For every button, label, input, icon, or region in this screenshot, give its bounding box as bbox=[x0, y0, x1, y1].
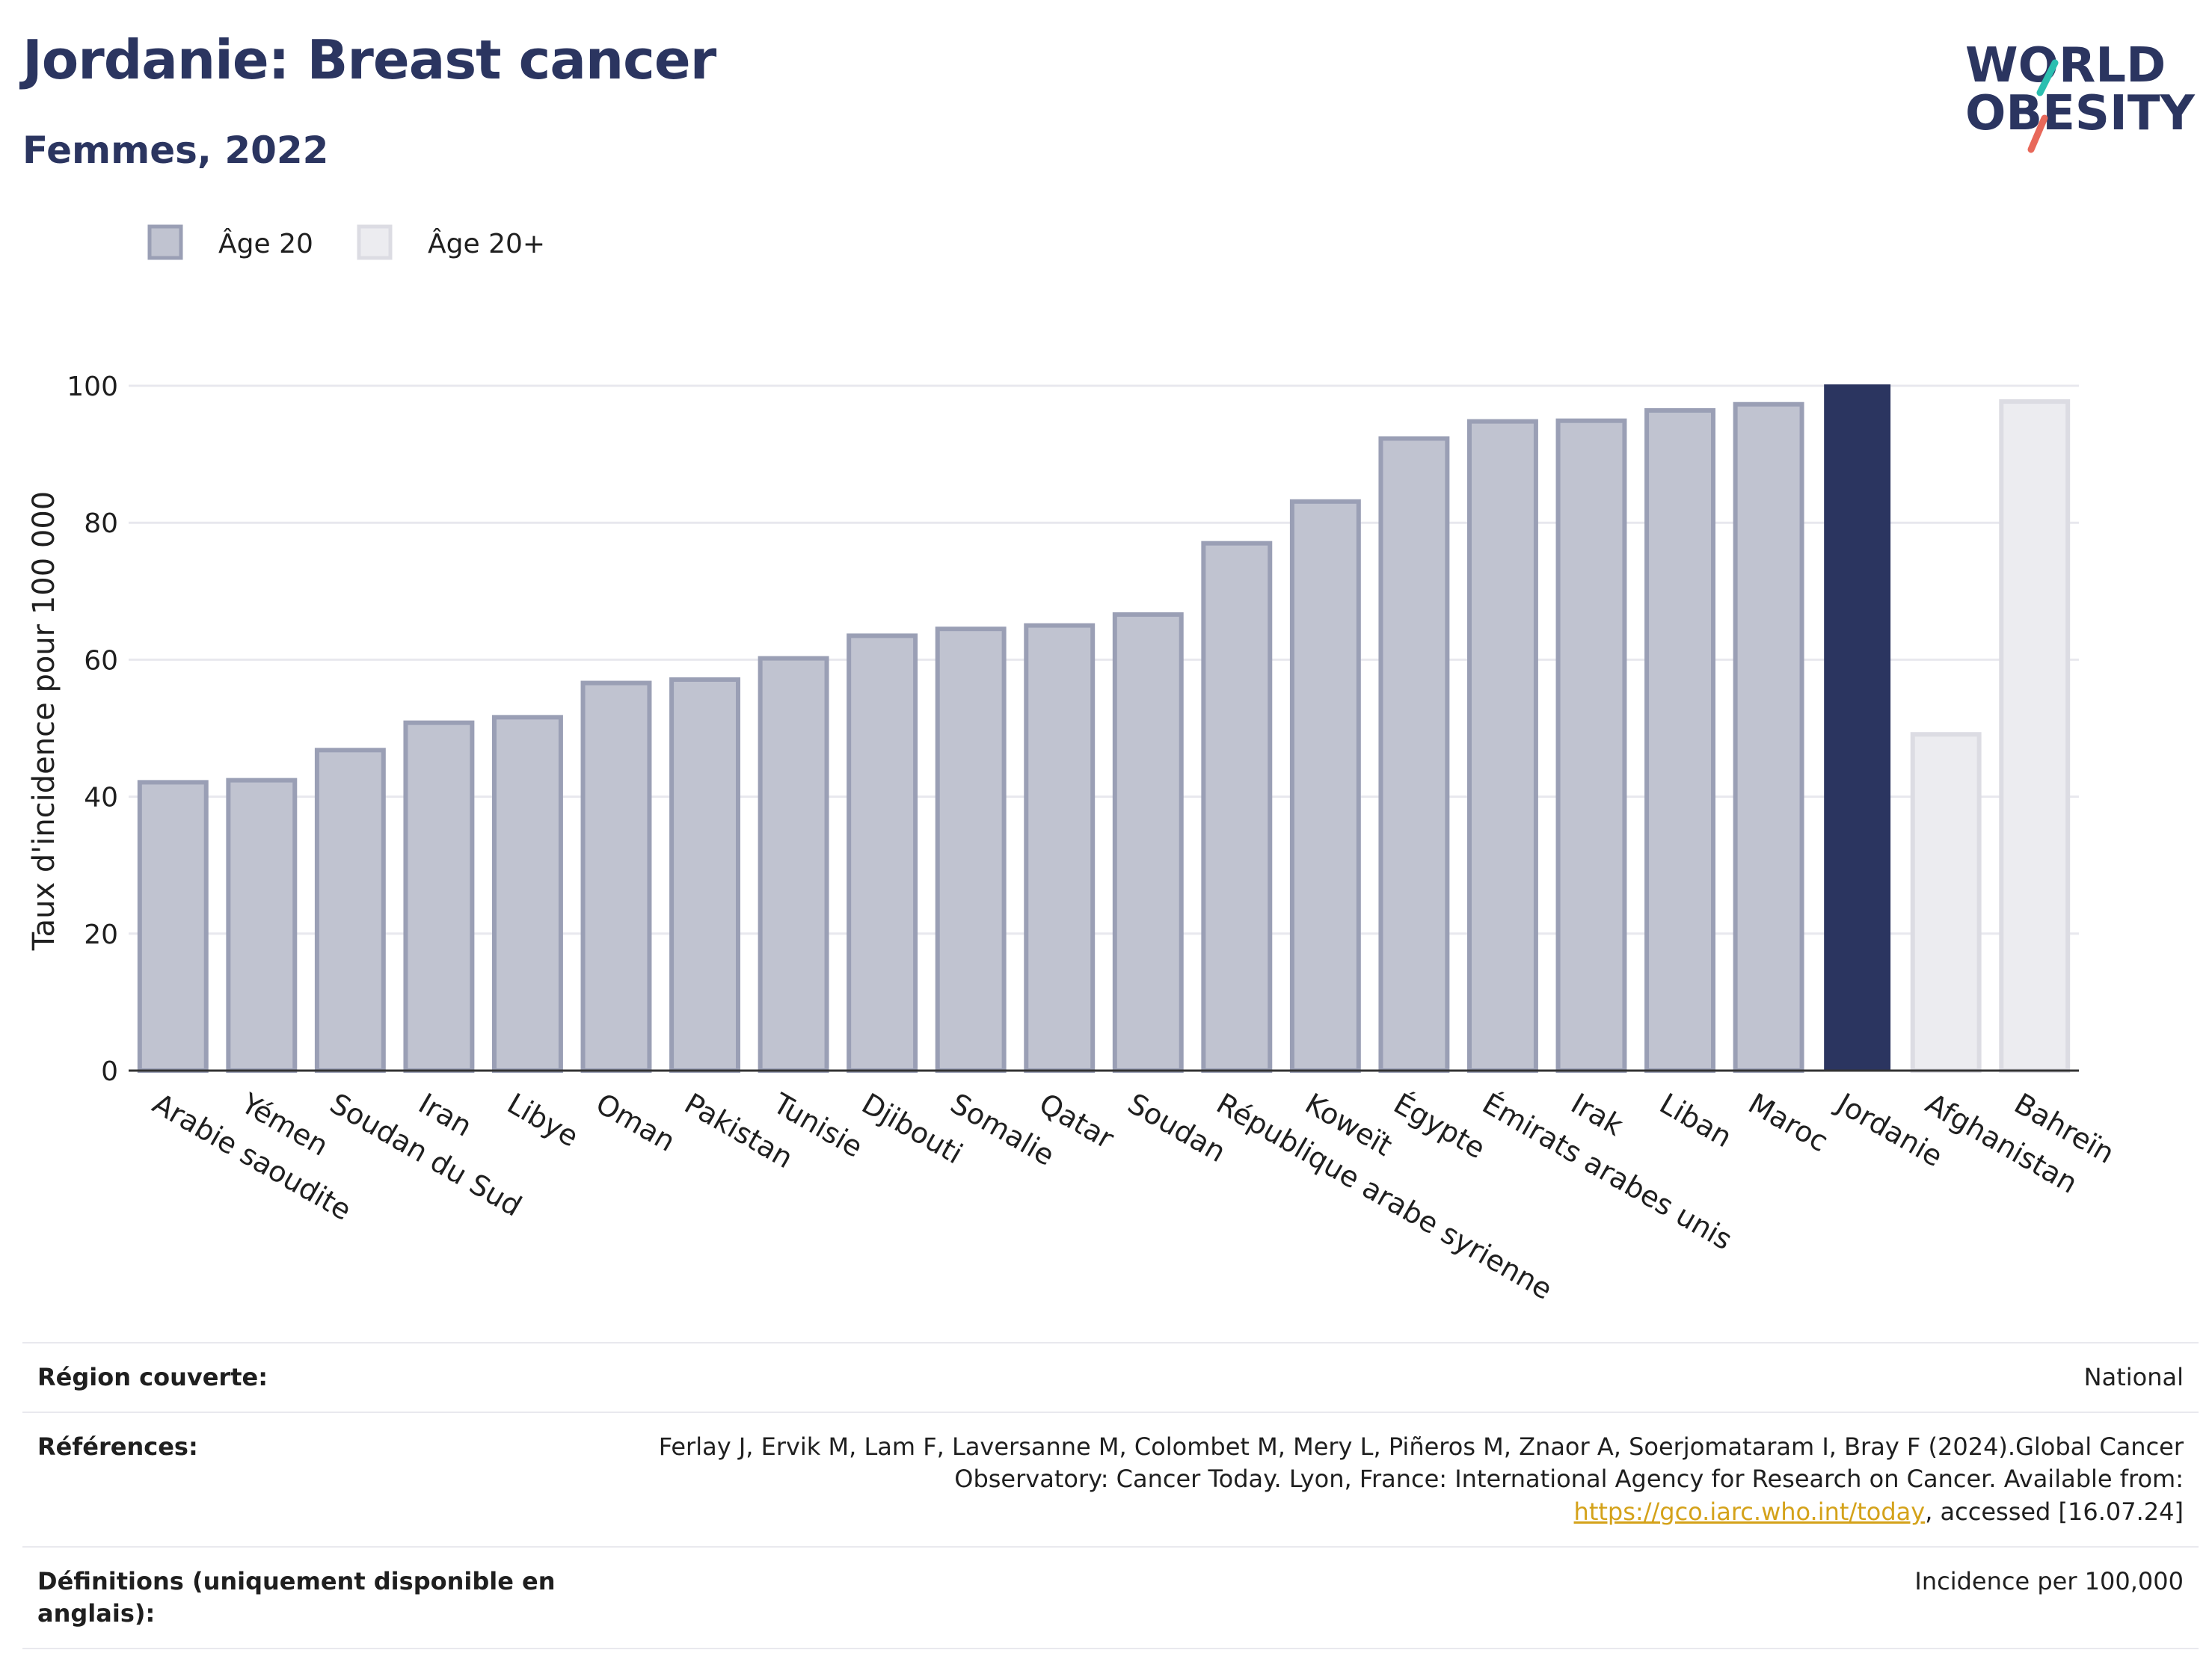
region-label: Région couverte: bbox=[37, 1363, 268, 1391]
bar-18 bbox=[1644, 407, 1715, 1073]
x-tick-label-12: Soudan bbox=[1122, 1087, 1232, 1169]
bar-19 bbox=[1733, 401, 1804, 1073]
bar-11 bbox=[1024, 623, 1096, 1073]
bar-10 bbox=[935, 627, 1007, 1073]
y-tick-label-80: 80 bbox=[84, 508, 118, 539]
info-table: Région couverte: National Références: Fe… bbox=[22, 1342, 2199, 1650]
bar-5 bbox=[492, 715, 563, 1073]
legend-label-2: Âge 20+ bbox=[428, 228, 545, 259]
logo-line-1: WORLD bbox=[1965, 38, 2166, 93]
chart-title: Jordanie: Breast cancer bbox=[22, 28, 716, 91]
x-tick-label-15: Égypte bbox=[1388, 1087, 1490, 1166]
chart-subtitle: Femmes, 2022 bbox=[22, 129, 329, 172]
bar-15 bbox=[1378, 436, 1450, 1073]
bar-16 bbox=[1467, 419, 1538, 1073]
bar-9 bbox=[847, 633, 918, 1073]
bar-8 bbox=[758, 656, 829, 1073]
bar-21 bbox=[1910, 732, 1982, 1074]
region-value: National bbox=[2083, 1363, 2184, 1391]
bar-2 bbox=[226, 778, 298, 1073]
legend-swatch-1 bbox=[147, 224, 183, 260]
definitions-value: Incidence per 100,000 bbox=[1914, 1566, 2184, 1595]
references-text: Ferlay J, Ervik M, Lam F, Laversanne M, … bbox=[658, 1432, 2184, 1494]
info-row-definitions: Définitions (uniquement disponible en an… bbox=[22, 1545, 2199, 1650]
references-value: Ferlay J, Ervik M, Lam F, Laversanne M, … bbox=[613, 1431, 2184, 1528]
logo-line-2: OBESITY bbox=[1965, 86, 2195, 141]
bar-22 bbox=[1999, 399, 2071, 1073]
bar-14 bbox=[1289, 499, 1361, 1073]
y-tick-label-60: 60 bbox=[84, 645, 118, 676]
x-tick-label-6: Oman bbox=[591, 1087, 681, 1158]
references-tail: , accessed [16.07.24] bbox=[1925, 1497, 2184, 1526]
bar-1 bbox=[137, 780, 209, 1073]
x-tick-label-9: Djibouti bbox=[856, 1087, 968, 1171]
legend-swatch-2 bbox=[357, 224, 393, 260]
y-tick-label-40: 40 bbox=[84, 783, 118, 813]
logo-slash-icon bbox=[2027, 59, 2059, 153]
bar-6 bbox=[580, 680, 652, 1073]
x-tick-label-5: Libye bbox=[502, 1087, 584, 1154]
bar-chart: Âge 20 Âge 20+ 0 20 40 60 80 100 Taux d'incidenc… bbox=[27, 224, 2120, 1306]
x-tick-label-19: Maroc bbox=[1743, 1087, 1834, 1159]
x-tick-label-18: Liban bbox=[1654, 1087, 1737, 1154]
y-tick-label-100: 100 bbox=[67, 372, 118, 402]
info-row-region: Région couverte: National bbox=[22, 1342, 2199, 1412]
bar-12 bbox=[1112, 612, 1184, 1073]
bar-17 bbox=[1555, 418, 1627, 1073]
bar-4 bbox=[403, 720, 475, 1073]
definitions-label: Définitions (uniquement disponible en an… bbox=[37, 1566, 556, 1628]
y-axis-label: Taux d'incidence pour 100 000 bbox=[27, 491, 61, 951]
legend-label-1: Âge 20 bbox=[218, 228, 313, 259]
bar-3 bbox=[314, 748, 386, 1073]
y-tick-label-0: 0 bbox=[101, 1056, 118, 1087]
references-link[interactable]: https://gco.iarc.who.int/today bbox=[1573, 1497, 1926, 1526]
world-obesity-logo: WORLD OBESITY bbox=[1959, 24, 2199, 158]
references-label: Références: bbox=[37, 1432, 198, 1462]
bar-13 bbox=[1201, 541, 1273, 1073]
info-row-references: Références: Ferlay J, Ervik M, Lam F, La… bbox=[22, 1412, 2199, 1546]
bar-20 bbox=[1824, 384, 1891, 1071]
bar-7 bbox=[669, 677, 740, 1073]
y-tick-label-20: 20 bbox=[84, 920, 118, 950]
